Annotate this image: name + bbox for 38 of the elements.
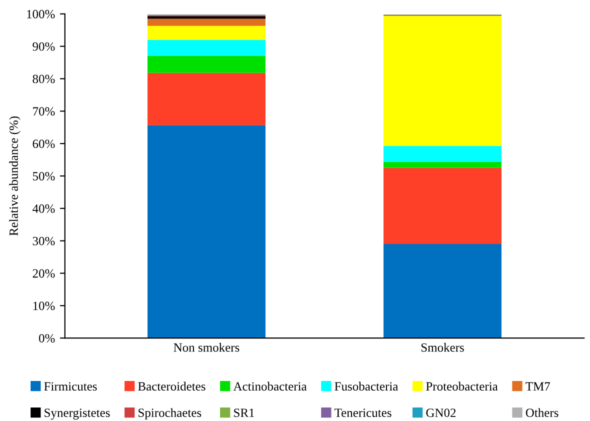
legend-label: Actinobacteria <box>233 382 307 391</box>
bar <box>148 56 266 73</box>
legend-label: Bacteroidetes <box>138 382 206 391</box>
legend-label: Proteobacteria <box>426 382 498 391</box>
bar <box>148 26 266 40</box>
y-tick-label: 70% <box>33 107 55 116</box>
legend-label: GN02 <box>426 408 456 418</box>
y-tick-label: 80% <box>32 74 55 84</box>
bar <box>148 125 266 338</box>
legend-label: Firmicutes <box>44 382 97 391</box>
legend-label: Spirochaetes <box>138 408 202 420</box>
bar <box>384 16 502 146</box>
y-axis-title: Relative abundance (%) <box>9 116 20 236</box>
y-tick-label: 0% <box>38 334 55 343</box>
legend-label: SR1 <box>234 408 254 418</box>
bar <box>384 244 502 338</box>
legend-label: Fusobacteria <box>334 382 398 391</box>
bar <box>148 18 266 26</box>
bar <box>148 16 266 19</box>
y-tick-label: 40% <box>32 204 55 213</box>
bar <box>384 162 502 168</box>
bar <box>148 40 266 56</box>
y-tick-label: 100% <box>27 10 55 18</box>
y-tick-label: 50% <box>32 172 55 180</box>
x-tick-label: Smokers <box>421 342 464 352</box>
legend-label: TM7 <box>526 382 550 390</box>
x-tick-label: Non smokers <box>174 342 240 352</box>
bar <box>384 168 502 244</box>
y-tick-label: 20% <box>32 269 55 278</box>
legend-label: Others <box>526 408 558 418</box>
bar <box>384 146 502 162</box>
y-tick-label: 10% <box>33 302 55 310</box>
y-tick-label: 60% <box>32 140 55 148</box>
legend-label: Tenericutes <box>334 408 392 418</box>
legend-label: Synergistetes <box>44 408 110 420</box>
y-tick-label: 90% <box>32 42 55 51</box>
bar <box>148 72 266 126</box>
y-tick-label: 30% <box>32 236 55 246</box>
